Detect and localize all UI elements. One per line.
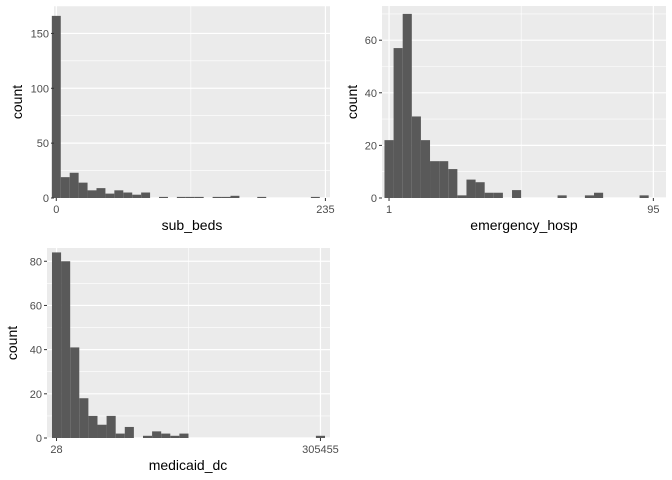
histogram-bar — [96, 188, 106, 198]
histogram-bar — [124, 426, 134, 438]
histogram-bar — [185, 196, 195, 198]
histogram-bar — [69, 172, 79, 198]
y-tick-label: 60 — [365, 35, 377, 47]
histogram-bar — [457, 195, 467, 198]
histogram-bar — [132, 194, 142, 198]
histogram-bar — [402, 13, 412, 198]
histogram-bar — [87, 190, 97, 198]
y-tick-label: 80 — [30, 256, 42, 268]
y-tick-label: 20 — [365, 140, 377, 152]
x-axis-label: medicaid_dc — [149, 457, 228, 473]
x-tick-label: 235 — [316, 204, 334, 216]
histogram-bar — [152, 431, 162, 438]
histogram-bar — [466, 179, 476, 198]
y-tick-label: 150 — [31, 28, 49, 40]
y-axis-label: count — [9, 85, 25, 119]
histogram-bar — [79, 398, 89, 438]
histogram-bar — [639, 195, 649, 198]
emergency-hosp-histogram: 0 20 40 60 1 95 emergency_hosp count — [344, 6, 666, 233]
histogram-bar — [420, 140, 431, 198]
histogram-bar — [439, 161, 449, 198]
histogram-bar — [448, 169, 458, 198]
histogram-bar — [141, 192, 151, 198]
histogram-bar — [61, 261, 71, 438]
histogram-bar — [257, 196, 267, 198]
histogram-bar — [179, 433, 189, 438]
x-tick-label: 28 — [50, 444, 62, 456]
histogram-bar — [212, 196, 222, 198]
histogram-bar — [70, 347, 80, 438]
y-tick-label: 100 — [31, 83, 49, 95]
plot-background — [54, 6, 330, 198]
x-tick-label: 1 — [386, 204, 392, 216]
histogram-bar — [97, 424, 107, 438]
histogram-bar — [584, 195, 595, 198]
histogram-bar — [114, 190, 124, 198]
histogram-bar — [78, 182, 88, 198]
histogram-bar — [384, 140, 394, 198]
y-tick-label: 50 — [37, 138, 49, 150]
histogram-bar — [115, 433, 125, 438]
y-tick-label: 0 — [43, 193, 49, 205]
y-tick-label: 20 — [30, 389, 42, 401]
y-tick-label: 0 — [371, 193, 377, 205]
histogram-bar — [105, 193, 115, 198]
medicaid-dc-histogram: 0 20 40 60 80 28 305455 medicaid_dc count — [4, 248, 339, 473]
x-axis-label: sub_beds — [162, 217, 223, 233]
histogram-bar — [51, 15, 61, 199]
y-tick-label: 40 — [30, 345, 42, 357]
sub-beds-histogram: 0 50 100 150 0 235 sub_beds count — [9, 5, 335, 233]
y-tick-label: 40 — [365, 88, 377, 100]
histogram-bar — [88, 415, 98, 438]
y-axis-label: count — [344, 85, 360, 119]
y-tick-label: 0 — [36, 433, 42, 445]
histogram-bar — [315, 435, 326, 438]
histogram-bar — [159, 196, 168, 198]
histogram-bar — [557, 195, 567, 198]
histogram-bar — [123, 192, 133, 198]
x-axis-label: emergency_hosp — [470, 217, 578, 233]
histogram-bar — [221, 196, 231, 198]
histogram-bar — [161, 433, 171, 438]
histogram-bar — [176, 196, 186, 198]
histogram-bar — [594, 192, 604, 198]
histogram-bar — [142, 435, 153, 438]
histogram-bar — [484, 192, 494, 198]
x-tick-label: 0 — [53, 204, 59, 216]
histogram-bar — [430, 161, 440, 198]
x-tick-label: 95 — [647, 204, 659, 216]
histogram-bar — [106, 415, 116, 438]
histogram-bar — [51, 252, 62, 438]
y-tick-label: 60 — [30, 300, 42, 312]
histogram-bar — [230, 195, 240, 198]
histogram-bar — [393, 48, 403, 199]
x-tick-label: 305455 — [302, 444, 339, 456]
histogram-bar — [170, 435, 180, 438]
histogram-bar — [493, 192, 503, 198]
histogram-bar — [475, 182, 485, 198]
histogram-bar — [310, 196, 320, 198]
histogram-bar — [60, 177, 70, 198]
histogram-bar — [512, 190, 522, 198]
y-axis-label: count — [4, 326, 20, 360]
histogram-bar — [411, 116, 421, 198]
histogram-bar — [194, 196, 204, 198]
